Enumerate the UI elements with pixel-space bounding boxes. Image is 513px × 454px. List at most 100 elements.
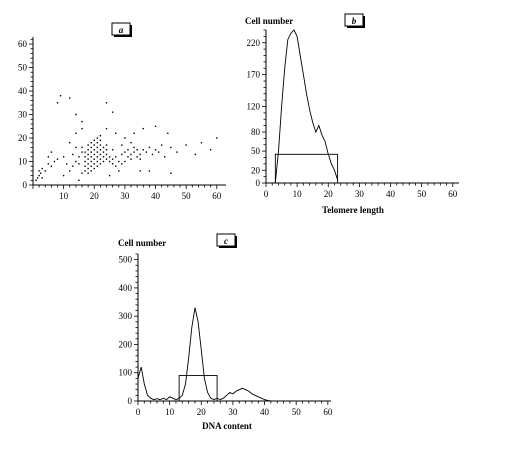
panel-c-y-tick-label: 400 [119,283,133,293]
panel-c-y-tick-label: 500 [119,255,133,265]
panel-a-point [142,127,144,130]
panel-a-point [108,156,111,158]
panel-a-point [36,177,39,179]
panel-a-y-tick-label: 30 [18,110,28,120]
panel-b-y-tick-label: 80 [251,127,261,137]
panel-a-point [78,156,80,158]
panel-a-x-tick-label: 20 [90,191,100,201]
panel-a-point [115,132,117,135]
panel-a-point [111,163,114,165]
panel-a-label: a [119,25,124,35]
panel-a-point [90,170,92,172]
panel-a-y-tick-label: 50 [18,63,28,73]
panel-a-point [133,132,135,135]
panel-a-tick-labels: 10 20 30 40 50 60 0 10 20 30 40 50 60 [18,39,222,201]
panel-a-point [115,156,117,158]
panel-b-y-tick-label: 220 [247,38,261,48]
panel-a-point [93,139,95,142]
panel-c-x-tick-label: 50 [292,407,302,417]
panel-a-point [102,156,105,158]
panel-a-point [105,153,108,156]
panel-a-point [118,160,120,163]
panel-a-point [164,156,166,158]
panel-a-axes [29,37,226,189]
panel-a-point [53,160,56,163]
panel-c-y-axis-label: Cell number [118,238,166,248]
panel-a-point [121,144,123,146]
panel-a-point [69,97,71,99]
panel-a-point [84,170,86,172]
panel-a-point [102,160,105,163]
panel-a-point [93,158,95,160]
panel-a-point [84,165,86,167]
panel-a-point [96,137,99,139]
panel-a-point [65,163,68,165]
panel-a-point [157,151,160,153]
panel-a-point [99,144,102,146]
panel-a-point [111,149,114,151]
panel-a-x-tick-label: 60 [212,191,222,201]
panel-a-point [209,149,212,151]
panel-b-x-tick-label: 10 [293,189,303,199]
panel-c-axes [134,253,331,405]
panel-a-point [139,158,141,160]
panel-a-point [35,179,37,182]
panel-a-point [108,160,111,163]
panel-a-point [130,153,132,156]
panel-a-point [96,146,99,149]
panel-a-point [87,149,89,151]
panel-a-point [121,153,123,156]
panel-b-histogram: Cell number b Telomere length 0 10 20 30 40 5… [245,13,459,215]
panel-a-point [87,172,89,174]
panel-a-point [105,149,108,151]
panel-b-x-axis-label: Telomere length [322,205,384,215]
panel-b-x-tick-label: 20 [324,189,334,199]
panel-a-point [62,156,65,158]
panel-a-point [75,146,77,149]
panel-a-y-tick-label: 20 [18,133,28,143]
panel-a-point [130,158,132,160]
panel-a-x-tick-label: 40 [151,191,161,201]
panel-a-point [194,153,197,156]
panel-c-tick-labels: 0 10 20 30 40 50 60 0 100 200 300 400 500 [119,255,333,417]
panel-b-x-tick-label: 60 [448,189,458,199]
panel-b-y-tick-label: 20 [251,165,261,175]
panel-a-point [87,144,89,146]
panel-c-x-tick-label: 20 [197,407,207,417]
panel-a-point [105,127,108,130]
panel-c-histogram-line [137,307,271,402]
panel-c-marks [137,307,271,402]
panel-a-point [105,144,108,146]
panel-a-point [167,132,169,135]
panel-a-point [124,137,126,139]
panel-a-point [99,149,102,151]
panel-a-x-tick-label: 30 [120,191,130,201]
panel-a-point [142,149,144,151]
panel-c-y-tick-label: 300 [119,311,133,321]
panel-a-point [139,153,141,156]
panel-a-point [151,153,154,156]
panel-a-point [44,170,46,172]
panel-b-tick-labels: 0 10 20 30 40 50 60 0 20 50 80 120 170 220 [247,38,458,199]
panel-a-point [87,158,89,160]
panel-a-point [216,137,218,139]
panel-c-label: c [224,236,228,246]
panel-a-point [170,172,172,174]
panel-a-point [99,153,102,156]
panel-a-point [154,125,157,127]
panel-a-scatter-plot: a 10 20 30 40 50 60 0 10 20 30 40 50 60 [18,22,226,201]
panel-a-point [90,151,92,153]
panel-a-point [93,144,95,146]
panel-a-point [105,158,108,160]
panel-b-x-tick-label: 50 [417,189,427,199]
panel-a-point [105,102,108,104]
panel-a-point [154,149,157,151]
panel-a-point [99,163,102,165]
panel-a-point [102,146,105,149]
panel-a-y-tick-label: 10 [18,157,28,167]
panel-b-marks [274,29,339,184]
panel-a-point [124,160,126,163]
panel-b-y-axis-label: Cell number [245,16,293,26]
panel-a-point [75,132,77,135]
panel-a-point [41,177,43,179]
